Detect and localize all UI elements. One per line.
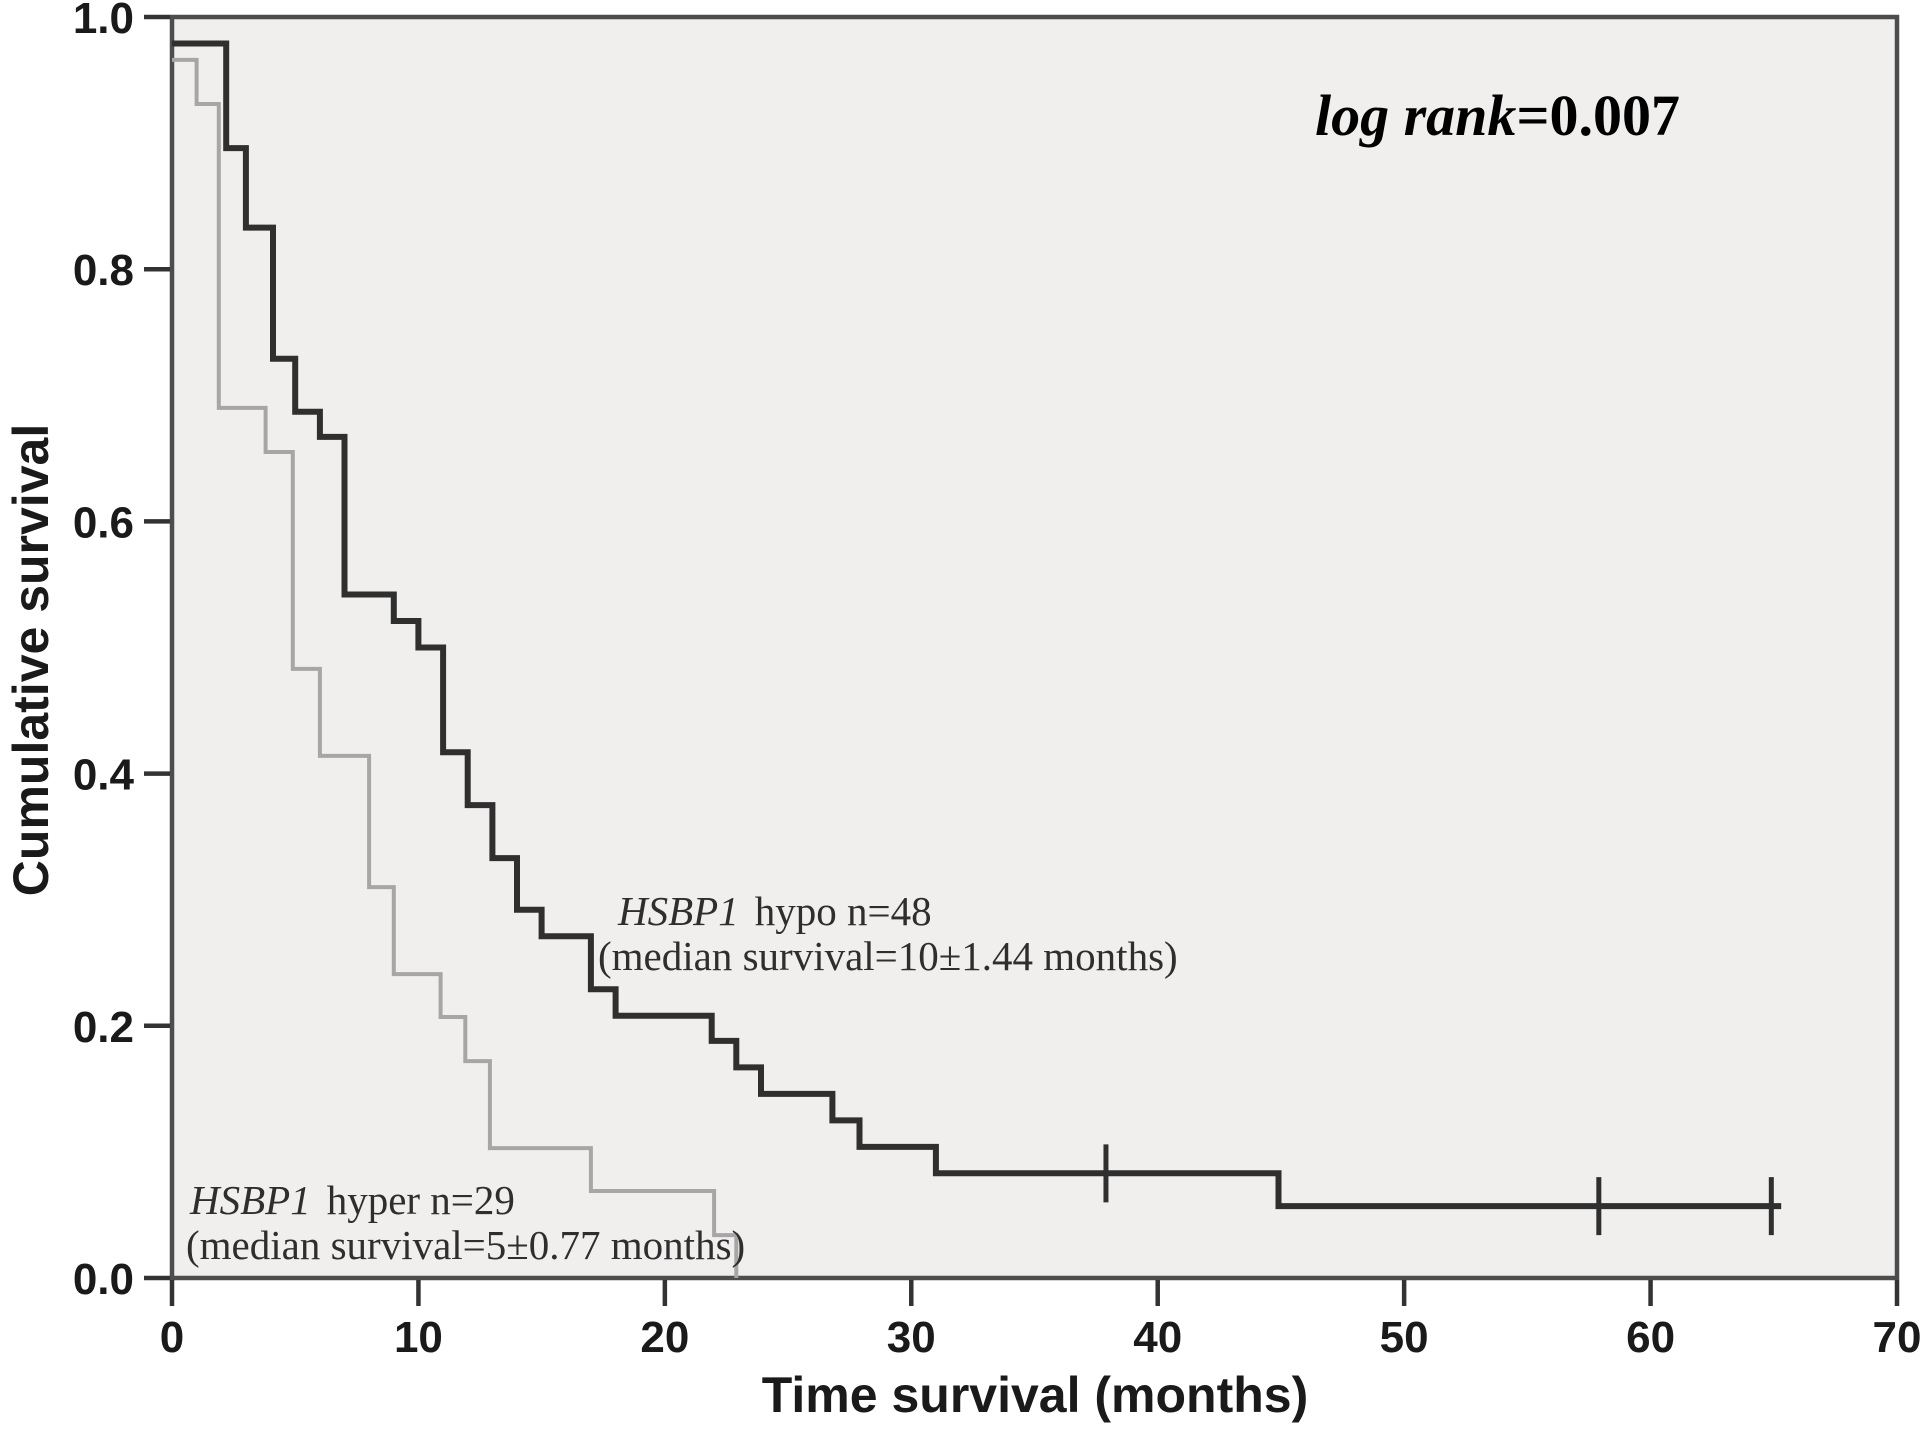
x-axis-ticks: 0 10 20 30 40 50 60 70	[160, 1280, 1922, 1362]
logrank-prefix: log rank	[1315, 83, 1516, 148]
x-axis-title: Time survival (months)	[762, 1367, 1308, 1423]
hypo-label-line2: (median survival=10±1.44 months)	[598, 933, 1178, 979]
logrank-value: =0.007	[1516, 83, 1680, 148]
hypo-gene-name: HSBP1	[617, 888, 739, 934]
x-tick-label: 20	[640, 1313, 689, 1362]
x-tick-label: 30	[887, 1313, 936, 1362]
x-tick-label: 0	[160, 1313, 184, 1362]
plot-area	[169, 14, 1900, 1281]
hyper-label-line2: (median survival=5±0.77 months)	[186, 1222, 745, 1268]
y-tick-label: 0.6	[73, 498, 134, 547]
censor-marks	[1103, 1144, 1774, 1236]
y-axis-title: Cumulative survival	[3, 424, 59, 896]
x-tick-label: 10	[394, 1313, 443, 1362]
x-tick-label: 40	[1133, 1313, 1182, 1362]
hypo-label-line1: HSBP1 hypo n=48	[617, 888, 932, 934]
x-tick-label: 60	[1626, 1313, 1675, 1362]
km-curve-hypo	[172, 40, 1782, 1210]
y-axis-ticks: 0.0 0.2 0.4 0.6 0.8 1.0	[73, 0, 170, 1304]
hyper-label-rest: hyper n=29	[327, 1177, 515, 1223]
hypo-label-rest: hypo n=48	[755, 888, 932, 934]
hyper-label-line1: HSBP1 hyper n=29	[189, 1177, 515, 1223]
x-tick-label: 50	[1380, 1313, 1429, 1362]
y-tick-label: 0.8	[73, 246, 134, 295]
hyper-gene-name: HSBP1	[189, 1177, 311, 1223]
km-curve-hyper	[172, 57, 739, 1278]
y-tick-label: 0.0	[73, 1255, 134, 1304]
y-tick-label: 0.2	[73, 1003, 134, 1052]
logrank-annotation: log rank=0.007	[1315, 83, 1680, 148]
y-tick-label: 1.0	[73, 0, 134, 43]
y-tick-label: 0.4	[73, 751, 135, 800]
x-tick-label: 70	[1873, 1313, 1922, 1362]
